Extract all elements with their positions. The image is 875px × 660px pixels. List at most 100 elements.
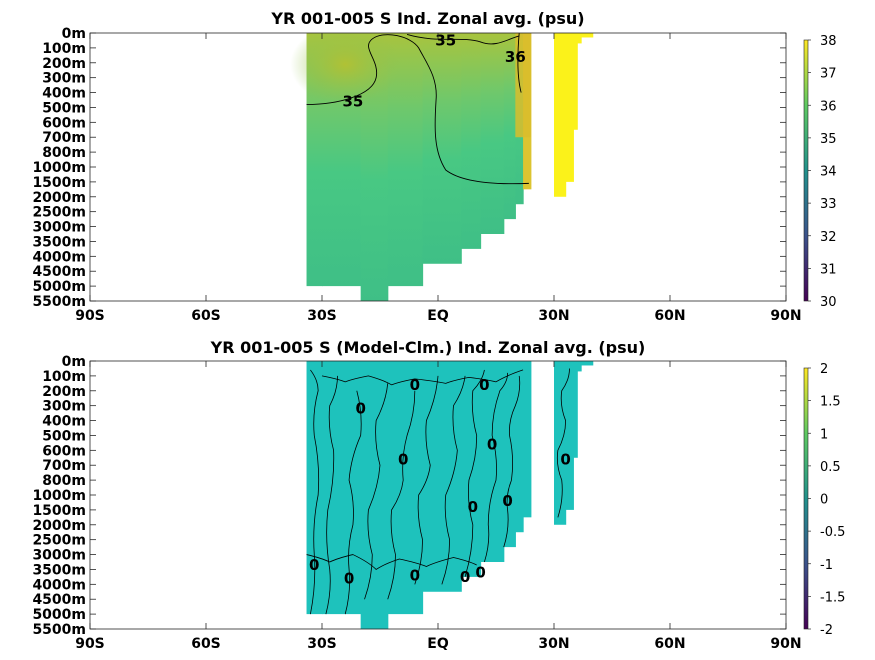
data-column (422, 33, 462, 264)
data-column (515, 361, 524, 533)
data-column (577, 361, 582, 372)
colorbar-tick-label: 31 (820, 262, 837, 277)
contour-line (325, 375, 338, 615)
colorbar-tick-label: 37 (820, 67, 837, 82)
x-tick-label: 60N (654, 636, 685, 652)
y-tick-label: 5500m (32, 622, 86, 638)
contour-line (344, 390, 362, 615)
contour-line (484, 372, 509, 563)
y-tick-label: 4000m (32, 577, 86, 593)
y-tick-label: 5500m (32, 294, 86, 310)
high-salinity-blob (290, 33, 401, 105)
contour-line (306, 554, 477, 570)
y-tick-label: 500m (42, 428, 86, 444)
data-field: 35 35 36 (290, 31, 594, 301)
y-tick-label: 1500m (32, 175, 86, 191)
data-column (461, 33, 482, 249)
y-tick-label: 700m (42, 458, 86, 474)
colorbar-tick-label: 1.5 (820, 395, 841, 410)
contour-label: 0 (502, 492, 512, 510)
data-column (581, 33, 594, 38)
data-column (554, 33, 567, 197)
x-tick-label: EQ (427, 308, 449, 324)
salinity-panel: 35 35 36 YR 001-005 S Ind. Zonal avg. (psu)… (32, 9, 836, 324)
x-tick-label: 90S (75, 636, 105, 652)
colorbar-tick-label: -2 (820, 623, 833, 638)
contour-label: 0 (398, 450, 408, 468)
x-tick-label: 60S (191, 636, 221, 652)
data-column (581, 361, 594, 366)
y-tick-label: 100m (42, 41, 86, 57)
x-tick-label: 90N (770, 636, 801, 652)
x-tick-label: 90S (75, 308, 105, 324)
contour-line (441, 375, 466, 585)
data-column (422, 361, 462, 592)
y-tick-label: 3500m (32, 562, 86, 578)
chart-title: YR 001-005 S (Model-Clm.) Ind. Zonal avg… (210, 338, 646, 357)
y-tick-label: 4000m (32, 249, 86, 265)
y-tick-label: 3000m (32, 220, 86, 236)
data-column (565, 361, 574, 510)
high-salinity-band (515, 33, 531, 138)
x-tick-label: 30S (307, 636, 337, 652)
y-tick-label: 600m (42, 115, 86, 131)
y-tick-label: 5000m (32, 607, 86, 623)
colorbar (803, 39, 809, 302)
colorbar-tick-label: -1 (820, 558, 833, 573)
y-tick-label: 500m (42, 100, 86, 116)
y-tick-label: 800m (42, 145, 86, 161)
data-column (573, 33, 578, 130)
colorbar-tick-label: -0.5 (820, 525, 845, 540)
data-column (503, 33, 516, 220)
colorbar-tick-label: 33 (820, 197, 837, 212)
data-column (322, 361, 362, 615)
data-column (503, 361, 516, 548)
contour-label: 0 (309, 556, 319, 574)
y-tick-label: 3000m (32, 548, 86, 564)
colorbar (803, 367, 809, 630)
data-column (461, 361, 482, 577)
colorbar-tick-label: 0.5 (820, 460, 841, 475)
contour-label: 36 (505, 48, 526, 66)
y-tick-label: 3500m (32, 234, 86, 250)
contour-label: 0 (468, 498, 478, 516)
contour-label: 0 (410, 566, 420, 584)
y-tick-label: 2000m (32, 190, 86, 206)
x-tick-label: 60N (654, 308, 685, 324)
x-tick-label: 30N (538, 636, 569, 652)
data-column (573, 361, 578, 458)
contour-line (321, 369, 524, 386)
y-tick-label: 2500m (32, 533, 86, 549)
data-column (480, 33, 505, 234)
y-tick-label: 1000m (32, 488, 86, 504)
y-tick-label: 0m (62, 26, 86, 42)
y-tick-label: 200m (42, 56, 86, 72)
data-column (523, 361, 532, 518)
colorbar-tick-label: 32 (820, 230, 837, 245)
data-column (480, 361, 505, 562)
contour-line (364, 383, 389, 600)
contour-line (414, 375, 439, 585)
colorbar-tick-label: 35 (820, 132, 837, 147)
y-tick-label: 2500m (32, 205, 86, 221)
x-tick-label: 60S (191, 308, 221, 324)
contour-line (387, 390, 416, 600)
colorbar-tick-label: 30 (820, 295, 837, 310)
colorbar-tick-label: 2 (820, 362, 828, 377)
contour-label: 35 (342, 92, 363, 110)
data-column (360, 361, 389, 629)
y-tick-label: 100m (42, 369, 86, 385)
contour-line (310, 369, 320, 615)
x-tick-label: EQ (427, 636, 449, 652)
contour-label: 35 (435, 31, 456, 49)
colorbar-tick-label: -1.5 (820, 590, 845, 605)
y-tick-label: 200m (42, 384, 86, 400)
data-column (565, 33, 574, 182)
contour-label: 0 (460, 568, 470, 586)
x-tick-label: 30S (307, 308, 337, 324)
y-tick-label: 4500m (32, 592, 86, 608)
y-tick-label: 2000m (32, 518, 86, 534)
